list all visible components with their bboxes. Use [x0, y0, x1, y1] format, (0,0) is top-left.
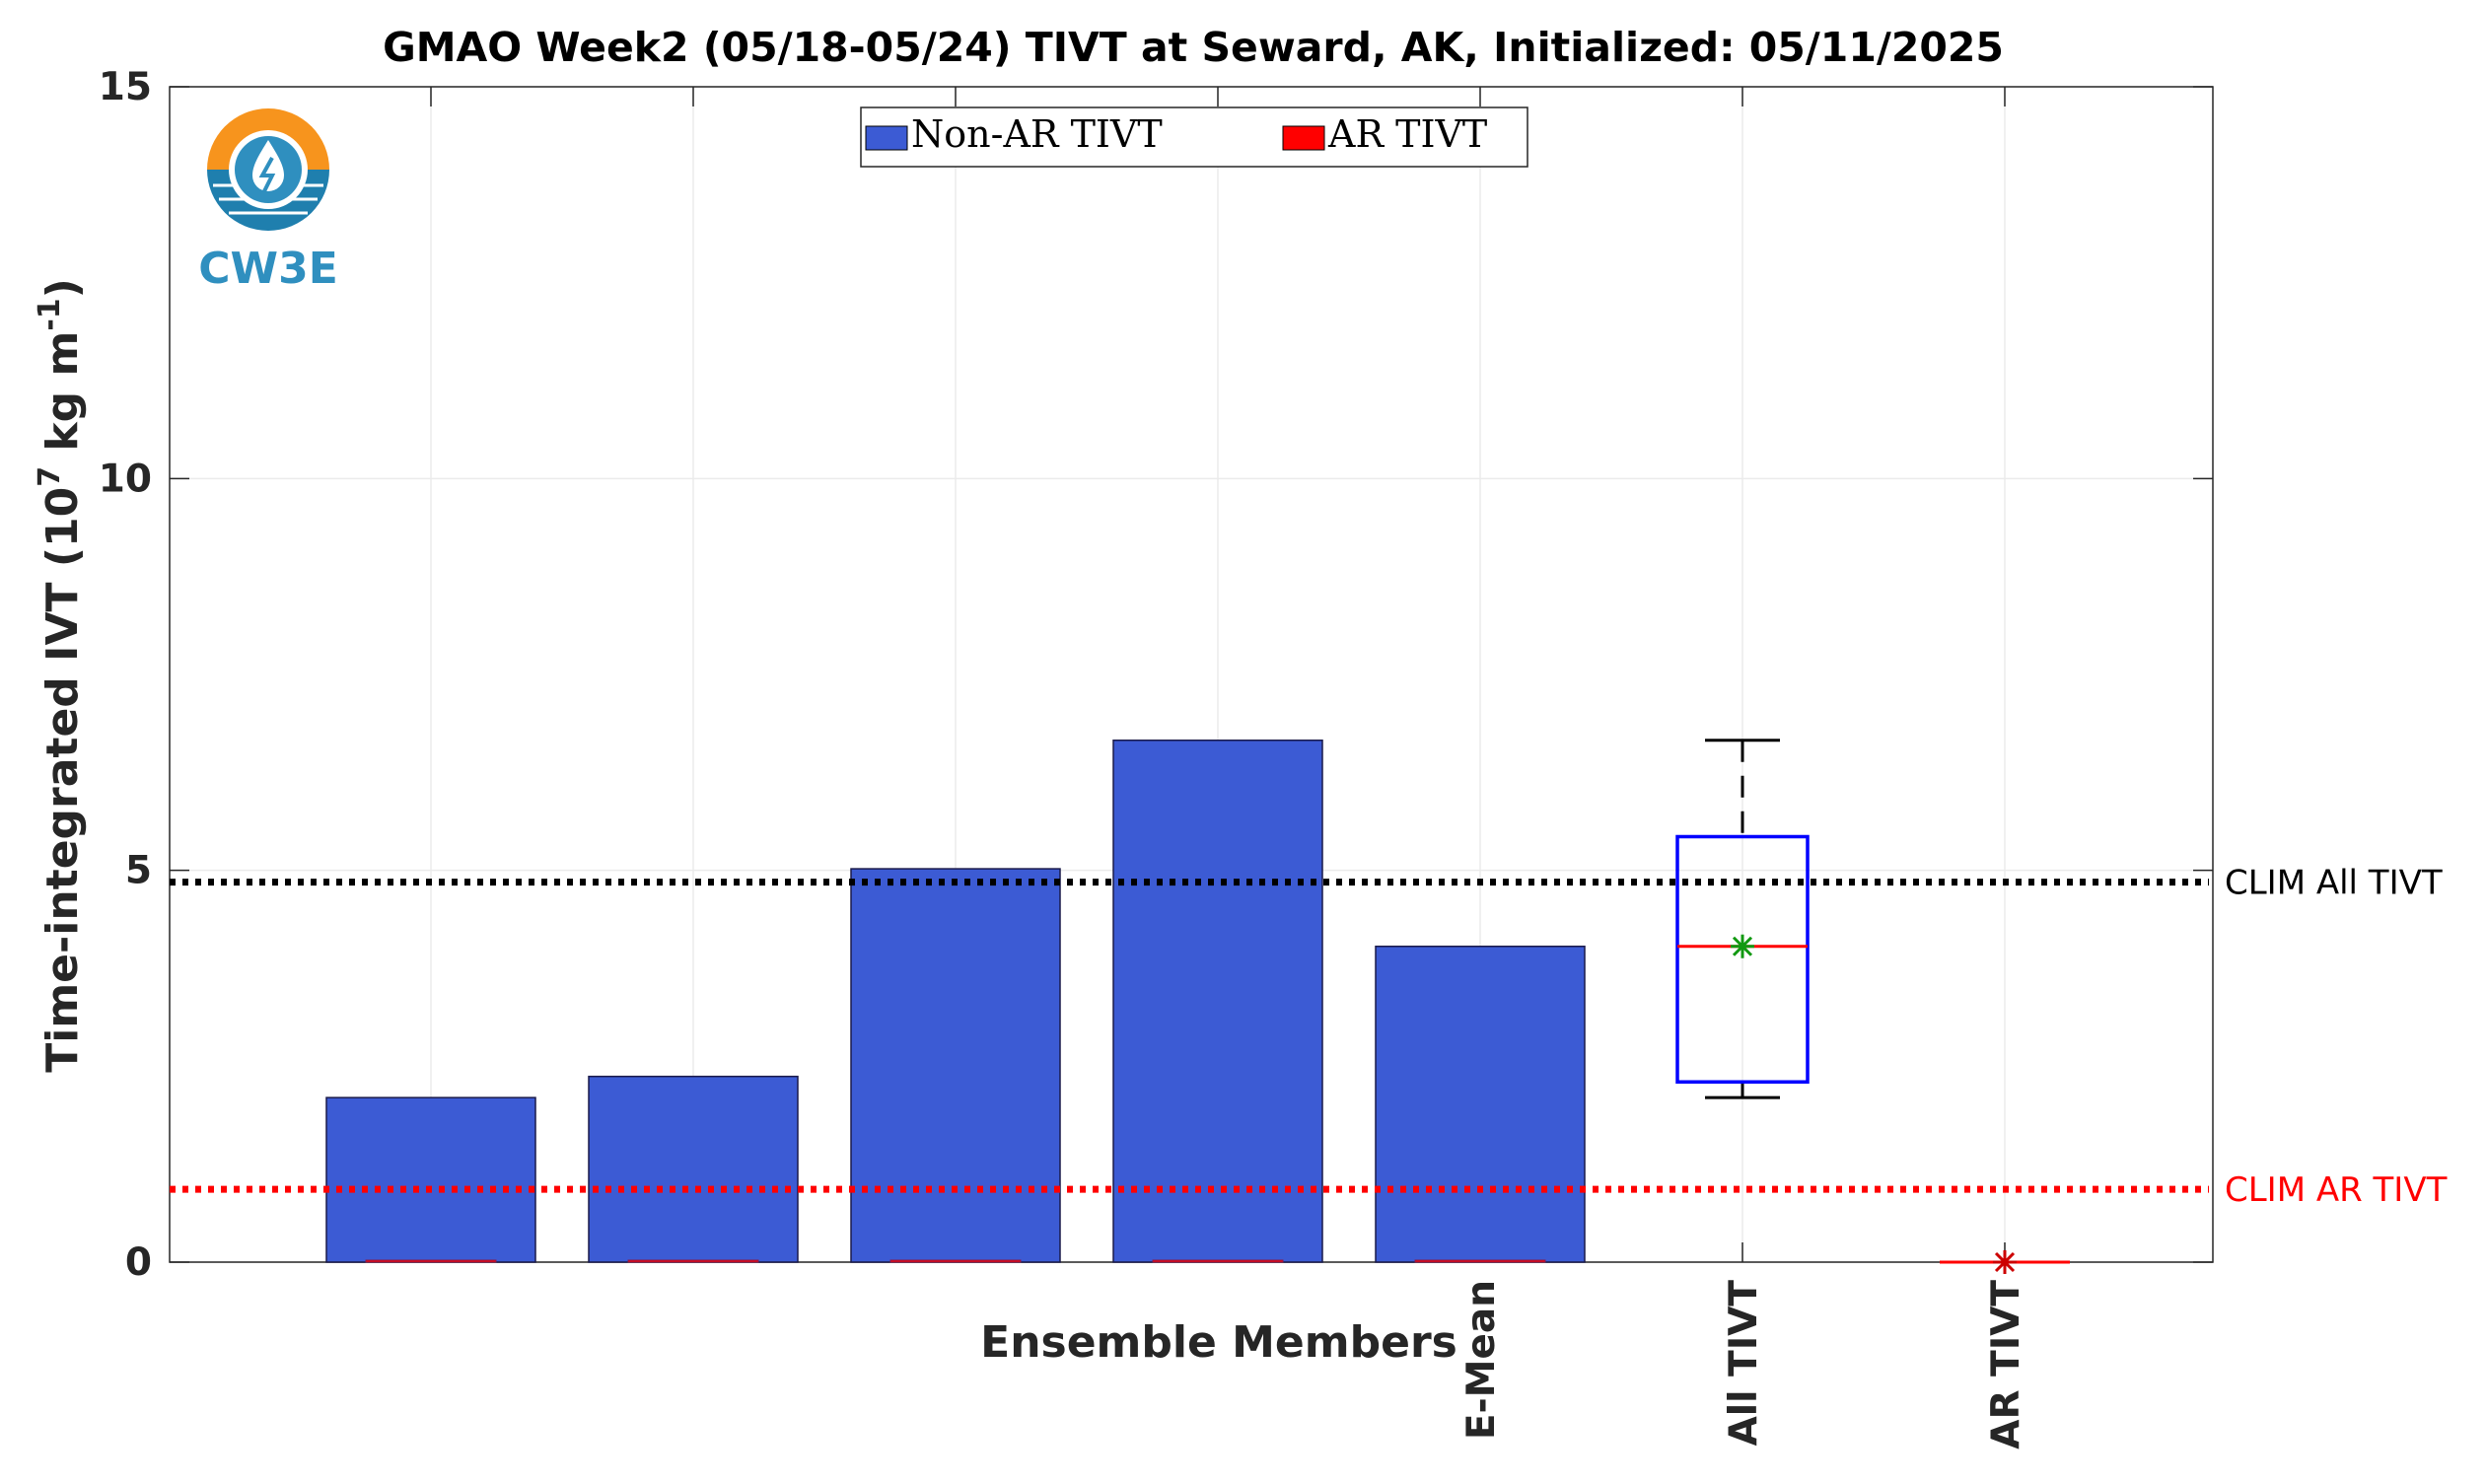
y-axis-label: Time-integrated IVT (107 kg m-1): [33, 278, 88, 1073]
boxplot: [1940, 1250, 2070, 1274]
reference-line-label: CLIM All TIVT: [2225, 864, 2443, 903]
x-tick-label: E-Mean: [1459, 1280, 1504, 1440]
reference-line-label: CLIM AR TIVT: [2225, 1170, 2448, 1210]
y-tick-label: 0: [125, 1240, 152, 1285]
bar-ar-tivt: [627, 1259, 759, 1263]
mean-marker-stroke: [1994, 1251, 2016, 1273]
x-tick-label: All TIVT: [1722, 1280, 1766, 1447]
chart-title: GMAO Week2 (05/18-05/24) TIVT at Seward,…: [383, 24, 2004, 71]
boxplots: [1675, 739, 2070, 1274]
y-tick-label: 10: [99, 457, 152, 501]
bar-non-ar-tivt: [588, 1075, 799, 1263]
legend-swatch-non-ar: [865, 125, 908, 151]
mean-marker-stroke: [1732, 936, 1753, 956]
y-tick-labels: 0 5 10 15: [99, 65, 152, 1285]
y-tick-label: 15: [99, 65, 152, 109]
bar-non-ar-tivt: [1112, 740, 1323, 1263]
bars: [325, 740, 1586, 1263]
legend-label-ar: AR TIVT: [1327, 112, 1487, 156]
legend-label-non-ar: Non-AR TIVT: [911, 112, 1163, 156]
y-axis-label-unit: kg m: [37, 331, 88, 466]
y-axis-label-unit-exponent: -1: [33, 298, 67, 330]
bar-ar-tivt: [889, 1259, 1022, 1263]
boxplot: [1675, 739, 1810, 1099]
reference-lines: CLIM All TIVT CLIM AR TIVT: [170, 864, 2448, 1210]
x-tick-labels: E-Mean All TIVT AR TIVT: [1459, 1280, 2028, 1449]
logo-text: CW3E: [198, 244, 338, 294]
cw3e-logo: CW3E: [198, 108, 338, 294]
bar-non-ar-tivt: [325, 1096, 536, 1263]
boxplot-mean-marker: [1993, 1250, 2017, 1274]
y-axis-label-end: ): [37, 278, 88, 298]
bar-non-ar-tivt: [1375, 945, 1586, 1263]
legend-swatch-ar: [1282, 125, 1325, 151]
x-tick-label: AR TIVT: [1984, 1280, 2028, 1449]
boxplot-mean-marker: [1731, 934, 1754, 958]
legend: Non-AR TIVT AR TIVT: [860, 106, 1528, 168]
bar-ar-tivt: [365, 1259, 497, 1263]
boxplot-box: [1675, 834, 1810, 1084]
bar-ar-tivt: [1414, 1259, 1546, 1263]
y-axis-label-exponent: 7: [33, 466, 67, 487]
x-axis-label: Ensemble Members: [980, 1317, 1457, 1368]
bar-ar-tivt: [1152, 1259, 1284, 1263]
legend-box: [860, 106, 1528, 168]
bar-non-ar-tivt: [850, 868, 1061, 1263]
y-tick-label: 5: [125, 849, 152, 893]
